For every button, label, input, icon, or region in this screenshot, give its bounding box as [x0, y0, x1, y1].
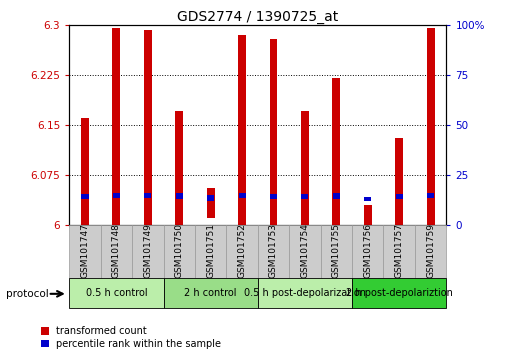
Bar: [207, 188, 214, 218]
Bar: [101, 225, 132, 278]
Bar: [82, 194, 89, 199]
Text: GSM101755: GSM101755: [332, 223, 341, 278]
Bar: [239, 193, 246, 198]
Text: GSM101749: GSM101749: [143, 223, 152, 278]
Bar: [81, 118, 89, 225]
Bar: [364, 197, 371, 201]
Bar: [132, 225, 164, 278]
Bar: [415, 225, 446, 278]
Bar: [332, 78, 340, 225]
Text: protocol: protocol: [6, 289, 49, 299]
Text: 2 h post-depolariztion: 2 h post-depolariztion: [346, 288, 452, 298]
Text: GSM101753: GSM101753: [269, 223, 278, 278]
Bar: [195, 225, 226, 278]
Bar: [144, 193, 151, 198]
Bar: [258, 278, 352, 308]
Bar: [383, 225, 415, 278]
Bar: [352, 225, 383, 278]
Bar: [144, 30, 152, 225]
Bar: [113, 193, 120, 198]
Bar: [269, 39, 278, 225]
Text: GSM101757: GSM101757: [394, 223, 404, 278]
Text: GSM101759: GSM101759: [426, 223, 435, 278]
Text: GSM101754: GSM101754: [301, 223, 309, 278]
Bar: [301, 194, 308, 199]
Bar: [333, 193, 340, 199]
Bar: [258, 225, 289, 278]
Legend: transformed count, percentile rank within the sample: transformed count, percentile rank withi…: [41, 326, 221, 349]
Text: GSM101747: GSM101747: [81, 223, 89, 278]
Text: GSM101756: GSM101756: [363, 223, 372, 278]
Bar: [427, 193, 434, 198]
Bar: [289, 225, 321, 278]
Bar: [175, 112, 183, 225]
Bar: [164, 278, 258, 308]
Text: 0.5 h post-depolarization: 0.5 h post-depolarization: [244, 288, 366, 298]
Bar: [226, 225, 258, 278]
Text: GSM101752: GSM101752: [238, 223, 247, 278]
Bar: [301, 112, 309, 225]
Text: 0.5 h control: 0.5 h control: [86, 288, 147, 298]
Bar: [270, 194, 277, 199]
Bar: [112, 28, 121, 225]
Bar: [364, 205, 372, 225]
Bar: [395, 138, 403, 225]
Bar: [352, 278, 446, 308]
Title: GDS2774 / 1390725_at: GDS2774 / 1390725_at: [177, 10, 339, 24]
Text: GSM101750: GSM101750: [175, 223, 184, 278]
Text: GSM101751: GSM101751: [206, 223, 215, 278]
Bar: [69, 225, 101, 278]
Bar: [69, 278, 164, 308]
Bar: [238, 35, 246, 225]
Bar: [175, 193, 183, 199]
Bar: [396, 194, 403, 199]
Bar: [321, 225, 352, 278]
Text: 2 h control: 2 h control: [184, 288, 237, 298]
Bar: [207, 195, 214, 201]
Text: GSM101748: GSM101748: [112, 223, 121, 278]
Bar: [427, 28, 435, 225]
Bar: [164, 225, 195, 278]
